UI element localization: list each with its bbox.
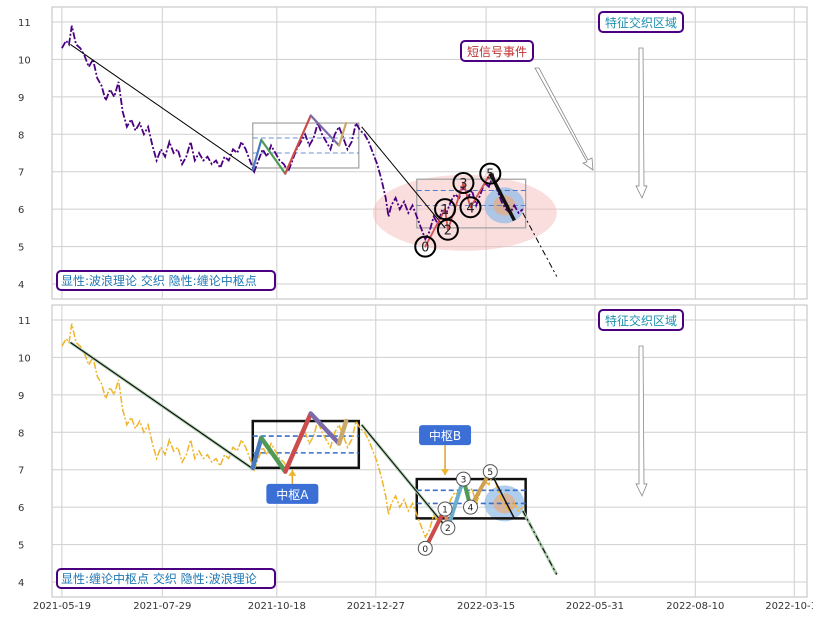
event-label: 短信号事件 bbox=[467, 45, 527, 59]
legend-box bbox=[56, 270, 276, 291]
pivot-zone bbox=[415, 477, 527, 520]
x-tick-label: 2021-05-19 bbox=[33, 601, 91, 612]
wave-point-label: 4 bbox=[466, 201, 474, 216]
wave-segment bbox=[284, 114, 312, 175]
y-tick-label: 5 bbox=[18, 243, 24, 254]
wave-point-marker bbox=[455, 471, 471, 487]
wave-point-marker bbox=[452, 171, 475, 194]
y-tick-label: 11 bbox=[18, 18, 31, 29]
wave-segment bbox=[251, 138, 263, 171]
y-tick-label: 5 bbox=[18, 541, 24, 552]
wave-point-label: 1 bbox=[441, 203, 449, 218]
x-tick-label: 2022-05-31 bbox=[566, 601, 624, 612]
x-tick-label: 2022-10-19 bbox=[765, 601, 813, 612]
projection-line bbox=[522, 510, 558, 575]
feature-arrow bbox=[635, 345, 648, 497]
wave-point-label: 5 bbox=[487, 468, 493, 478]
y-tick-label: 7 bbox=[18, 168, 24, 179]
wave-point-marker bbox=[417, 540, 433, 556]
wave-point-marker bbox=[479, 162, 502, 185]
plot-frame bbox=[51, 6, 808, 300]
y-tick-label: 4 bbox=[18, 578, 24, 589]
wave-point-marker bbox=[414, 235, 437, 258]
y-tick-label: 9 bbox=[18, 391, 24, 402]
wave-segment bbox=[259, 435, 288, 474]
wave-point-marker bbox=[436, 218, 459, 241]
x-tick-label: 2022-08-10 bbox=[666, 601, 724, 612]
wave-point-label: 3 bbox=[461, 476, 467, 486]
wave-point-label: 3 bbox=[459, 177, 467, 192]
trendline bbox=[361, 126, 446, 229]
wave-leg bbox=[424, 208, 446, 248]
wave-point-marker bbox=[459, 196, 482, 219]
feature-label: 特征交织区域 bbox=[605, 15, 677, 30]
feature-label-box bbox=[598, 11, 684, 33]
wave-point-label: 0 bbox=[422, 545, 428, 555]
final-leg bbox=[488, 172, 516, 222]
wave-segment bbox=[336, 418, 349, 446]
trendline bbox=[361, 424, 446, 527]
pivot-label-box bbox=[419, 425, 472, 446]
pivot-label-box bbox=[266, 483, 319, 504]
pivot-zone bbox=[416, 178, 527, 229]
legend-text: 显性:缠论中枢点 交织 隐性:波浪理论 bbox=[61, 571, 257, 586]
x-tick-label: 2021-07-29 bbox=[133, 601, 191, 612]
y-tick-label: 9 bbox=[18, 93, 24, 104]
feature-arrow bbox=[635, 47, 648, 199]
final-leg bbox=[489, 471, 515, 519]
pivot-arrowhead bbox=[288, 469, 297, 476]
y-tick-label: 4 bbox=[18, 280, 24, 291]
wave-segment bbox=[250, 435, 264, 471]
wave-leg bbox=[462, 182, 472, 209]
wave-point-marker bbox=[437, 501, 453, 517]
legend-box bbox=[56, 568, 276, 589]
x-tick-label: 2021-10-18 bbox=[248, 601, 306, 612]
shared-x-axis: 2021-05-19 2021-07-29 2021-10-18 2021-12-27… bbox=[33, 601, 813, 612]
feature-label: 特征交织区域 bbox=[605, 313, 677, 328]
y-tick-label: 6 bbox=[18, 503, 24, 514]
wave-leg bbox=[445, 477, 466, 530]
y-tick-label: 11 bbox=[18, 316, 31, 327]
y-tick-label: 8 bbox=[18, 130, 24, 141]
wave-point-label: 4 bbox=[468, 504, 474, 514]
wave-point-marker bbox=[440, 520, 456, 536]
projection-line bbox=[522, 212, 558, 277]
y-tick-label: 10 bbox=[18, 353, 31, 364]
wave-point-marker bbox=[463, 499, 479, 515]
pivot-label: 中枢B bbox=[429, 428, 461, 443]
wave-segment bbox=[308, 411, 342, 446]
wave-point-label: 2 bbox=[445, 524, 451, 534]
wave-point-marker bbox=[482, 464, 498, 480]
y-tick-label: 10 bbox=[18, 55, 31, 66]
wave-leg bbox=[469, 172, 492, 209]
y-tick-label: 8 bbox=[18, 428, 24, 439]
trendline bbox=[70, 342, 255, 471]
wave-point-label: 2 bbox=[444, 224, 452, 239]
feature-label-box bbox=[598, 309, 684, 331]
wave-point-label: 1 bbox=[442, 506, 448, 516]
pivot-zone bbox=[252, 122, 360, 169]
pivot-label: 中枢A bbox=[276, 487, 309, 502]
event-arrow bbox=[534, 67, 594, 171]
wave-point-label: 5 bbox=[486, 168, 494, 183]
wave-segment bbox=[283, 411, 313, 474]
pivot-arrowhead bbox=[441, 469, 450, 476]
wave-segment bbox=[260, 138, 287, 175]
wave-point-label: 0 bbox=[421, 241, 429, 256]
x-tick-label: 2022-03-15 bbox=[457, 601, 515, 612]
trendline bbox=[70, 44, 255, 173]
legend-text: 显性:波浪理论 交织 隐性:缠论中枢点 bbox=[61, 273, 257, 288]
event-label-box bbox=[460, 40, 534, 62]
x-tick-label: 2021-12-27 bbox=[347, 601, 405, 612]
wave-segment bbox=[337, 121, 348, 147]
wave-segment bbox=[309, 114, 341, 147]
y-tick-label: 7 bbox=[18, 466, 24, 477]
y-tick-label: 6 bbox=[18, 205, 24, 216]
